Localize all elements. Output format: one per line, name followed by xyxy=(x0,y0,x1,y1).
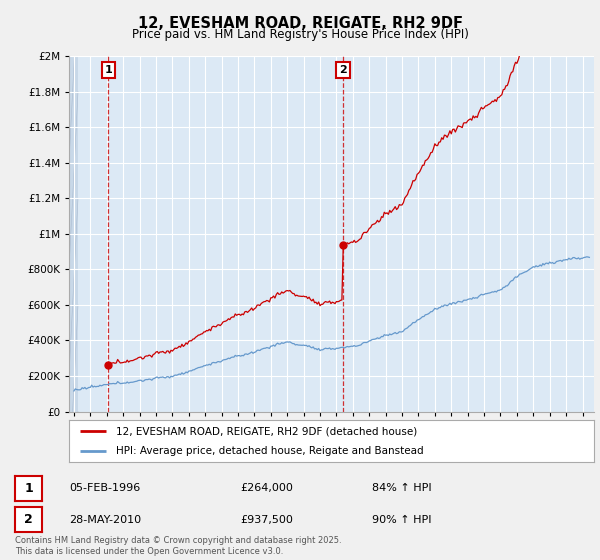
Text: Contains HM Land Registry data © Crown copyright and database right 2025.
This d: Contains HM Land Registry data © Crown c… xyxy=(15,536,341,556)
Text: 12, EVESHAM ROAD, REIGATE, RH2 9DF (detached house): 12, EVESHAM ROAD, REIGATE, RH2 9DF (deta… xyxy=(116,426,418,436)
Text: 2: 2 xyxy=(339,65,347,75)
Text: 28-MAY-2010: 28-MAY-2010 xyxy=(69,515,141,525)
Text: £264,000: £264,000 xyxy=(240,483,293,493)
Text: 90% ↑ HPI: 90% ↑ HPI xyxy=(372,515,431,525)
Text: £937,500: £937,500 xyxy=(240,515,293,525)
Text: 1: 1 xyxy=(104,65,112,75)
Text: 2: 2 xyxy=(24,513,33,526)
Text: 12, EVESHAM ROAD, REIGATE, RH2 9DF: 12, EVESHAM ROAD, REIGATE, RH2 9DF xyxy=(137,16,463,31)
Text: 1: 1 xyxy=(24,482,33,495)
Text: HPI: Average price, detached house, Reigate and Banstead: HPI: Average price, detached house, Reig… xyxy=(116,446,424,456)
Text: Price paid vs. HM Land Registry's House Price Index (HPI): Price paid vs. HM Land Registry's House … xyxy=(131,28,469,41)
Text: 84% ↑ HPI: 84% ↑ HPI xyxy=(372,483,431,493)
Text: 05-FEB-1996: 05-FEB-1996 xyxy=(69,483,140,493)
